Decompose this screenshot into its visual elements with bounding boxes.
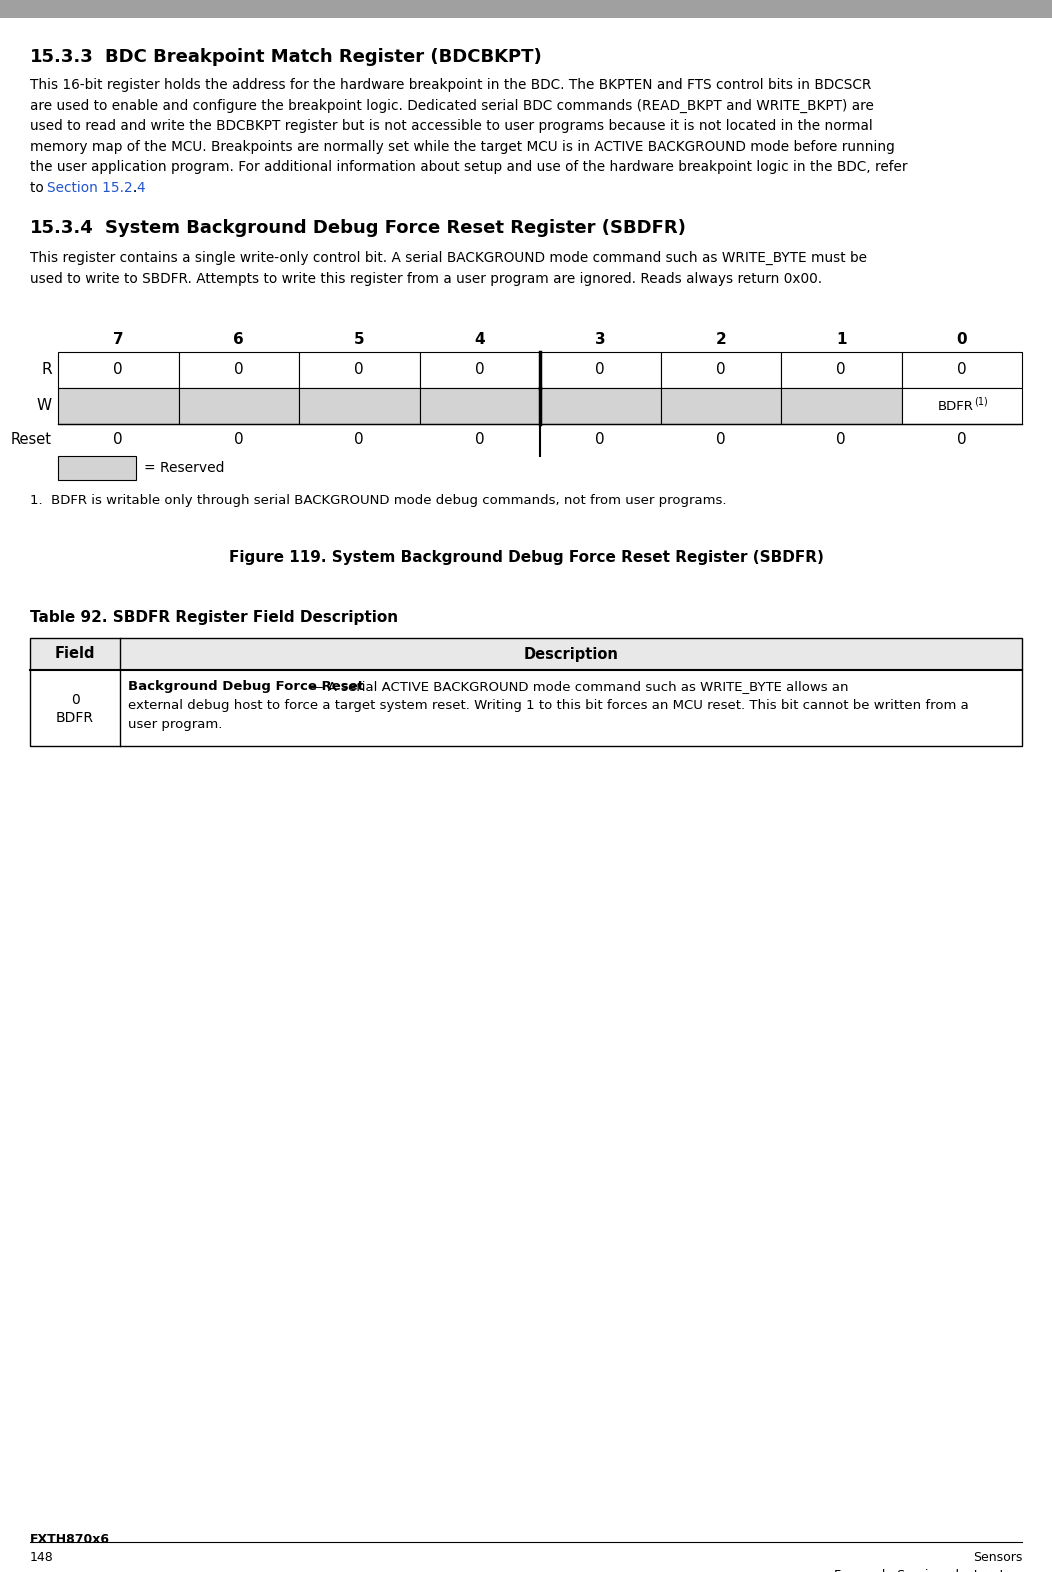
Text: W: W bbox=[37, 398, 52, 413]
Bar bbox=[299, 352, 420, 388]
Text: Description: Description bbox=[524, 646, 619, 662]
Text: .: . bbox=[132, 181, 137, 195]
Bar bbox=[58, 352, 179, 388]
Bar bbox=[540, 352, 661, 388]
Bar bbox=[420, 388, 540, 424]
Text: 0: 0 bbox=[114, 432, 123, 448]
Text: 0: 0 bbox=[595, 432, 605, 448]
Text: FXTH870x6: FXTH870x6 bbox=[31, 1533, 110, 1545]
Bar bbox=[661, 352, 781, 388]
Text: Field: Field bbox=[55, 646, 96, 662]
Bar bbox=[31, 638, 1021, 670]
Bar bbox=[420, 352, 540, 388]
Text: 0: 0 bbox=[355, 363, 364, 377]
Text: System Background Debug Force Reset Register (SBDFR): System Background Debug Force Reset Regi… bbox=[105, 219, 686, 237]
Text: 0: 0 bbox=[114, 363, 123, 377]
Bar bbox=[299, 388, 420, 424]
Bar bbox=[902, 388, 1021, 424]
Text: 15.3.3: 15.3.3 bbox=[31, 49, 94, 66]
Text: 0: 0 bbox=[957, 432, 967, 448]
Text: 15.3.4: 15.3.4 bbox=[31, 219, 94, 237]
Text: = Reserved: = Reserved bbox=[144, 461, 224, 475]
Text: 0: 0 bbox=[595, 363, 605, 377]
Text: the user application program. For additional information about setup and use of : the user application program. For additi… bbox=[31, 160, 908, 174]
Text: 0: 0 bbox=[70, 693, 79, 707]
Text: 0: 0 bbox=[957, 363, 967, 377]
Text: user program.: user program. bbox=[128, 718, 222, 731]
Bar bbox=[179, 388, 299, 424]
Text: 0: 0 bbox=[355, 432, 364, 448]
Bar bbox=[0, 0, 1052, 17]
Bar bbox=[661, 388, 781, 424]
Text: 148: 148 bbox=[31, 1552, 54, 1564]
Text: 0: 0 bbox=[836, 363, 846, 377]
Text: BDFR: BDFR bbox=[56, 711, 94, 725]
Text: 5: 5 bbox=[353, 333, 365, 347]
Text: BDC Breakpoint Match Register (BDCBKPT): BDC Breakpoint Match Register (BDCBKPT) bbox=[105, 49, 542, 66]
Text: 0: 0 bbox=[474, 363, 485, 377]
Text: are used to enable and configure the breakpoint logic. Dedicated serial BDC comm: are used to enable and configure the bre… bbox=[31, 99, 874, 113]
Text: used to read and write the BDCBKPT register but is not accessible to user progra: used to read and write the BDCBKPT regis… bbox=[31, 119, 873, 134]
Text: This 16-bit register holds the address for the hardware breakpoint in the BDC. T: This 16-bit register holds the address f… bbox=[31, 79, 871, 93]
Text: 6: 6 bbox=[234, 333, 244, 347]
Text: 0: 0 bbox=[956, 333, 967, 347]
Text: 0: 0 bbox=[836, 432, 846, 448]
Bar bbox=[58, 388, 179, 424]
Bar bbox=[31, 638, 1021, 747]
Text: 0: 0 bbox=[234, 432, 244, 448]
Text: Reset: Reset bbox=[11, 432, 52, 448]
Text: memory map of the MCU. Breakpoints are normally set while the target MCU is in A: memory map of the MCU. Breakpoints are n… bbox=[31, 140, 895, 154]
Bar bbox=[781, 352, 902, 388]
Text: Section 15.2.4: Section 15.2.4 bbox=[47, 181, 145, 195]
Text: Background Debug Force Reset: Background Debug Force Reset bbox=[128, 681, 364, 693]
Text: external debug host to force a target system reset. Writing 1 to this bit forces: external debug host to force a target sy… bbox=[128, 700, 969, 712]
Text: 1.  BDFR is writable only through serial BACKGROUND mode debug commands, not fro: 1. BDFR is writable only through serial … bbox=[31, 494, 727, 508]
Text: R: R bbox=[41, 363, 52, 377]
Text: — A serial ACTIVE BACKGROUND mode command such as WRITE_BYTE allows an: — A serial ACTIVE BACKGROUND mode comman… bbox=[306, 681, 849, 693]
Text: used to write to SBDFR. Attempts to write this register from a user program are : used to write to SBDFR. Attempts to writ… bbox=[31, 272, 822, 286]
Bar bbox=[179, 352, 299, 388]
Text: (1): (1) bbox=[974, 396, 988, 406]
Text: 7: 7 bbox=[113, 333, 123, 347]
Bar bbox=[781, 388, 902, 424]
Bar bbox=[58, 456, 136, 479]
Text: Table 92. SBDFR Register Field Description: Table 92. SBDFR Register Field Descripti… bbox=[31, 610, 398, 626]
Bar bbox=[540, 388, 661, 424]
Bar bbox=[902, 352, 1021, 388]
Text: 2: 2 bbox=[715, 333, 726, 347]
Text: BDFR: BDFR bbox=[937, 399, 974, 412]
Text: 4: 4 bbox=[474, 333, 485, 347]
Text: 3: 3 bbox=[595, 333, 606, 347]
Text: Figure 119. System Background Debug Force Reset Register (SBDFR): Figure 119. System Background Debug Forc… bbox=[228, 550, 824, 564]
Text: 1: 1 bbox=[836, 333, 847, 347]
Text: 0: 0 bbox=[716, 432, 726, 448]
Text: This register contains a single write-only control bit. A serial BACKGROUND mode: This register contains a single write-on… bbox=[31, 252, 867, 266]
Text: 0: 0 bbox=[716, 363, 726, 377]
Text: 0: 0 bbox=[474, 432, 485, 448]
Text: to: to bbox=[31, 181, 48, 195]
Text: 0: 0 bbox=[234, 363, 244, 377]
Text: Sensors: Sensors bbox=[973, 1552, 1021, 1564]
Text: Freescale Semiconductor, Inc.: Freescale Semiconductor, Inc. bbox=[834, 1569, 1021, 1572]
